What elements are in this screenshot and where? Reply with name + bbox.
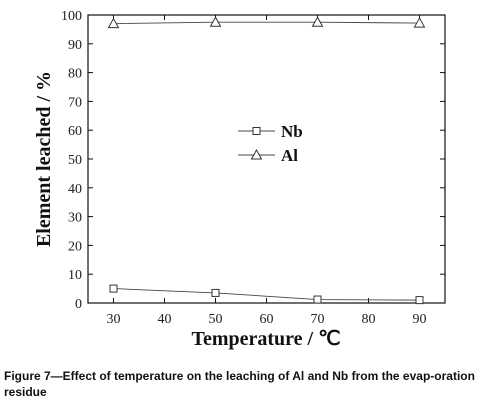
point-nb-70: [313, 295, 322, 304]
y-tick-label-70: 70: [68, 95, 82, 110]
x-tick-label-80: 80: [362, 312, 376, 327]
y-axis-title: Element leached / %: [33, 71, 55, 247]
y-tick-label-100: 100: [61, 9, 82, 24]
point-al-70: [311, 16, 324, 27]
point-al-50: [209, 16, 222, 27]
figure-caption: Figure 7—Effect of temperature on the le…: [4, 369, 475, 399]
legend-marker-al: [250, 148, 263, 160]
x-axis-title: Temperature / ℃: [191, 328, 340, 350]
legend-label-al: Al: [281, 146, 298, 165]
y-tick-label-90: 90: [68, 38, 82, 53]
series-group: [107, 16, 426, 305]
x-tick-label-40: 40: [158, 312, 172, 327]
y-tick-label-10: 10: [68, 268, 82, 283]
y-tick-label-60: 60: [68, 124, 82, 139]
chart: 0 10 20 30 40 50 60 70 80 90 100 30 40 50 60 70 80 90 Nb A…: [33, 9, 446, 350]
y-tick-label-20: 20: [68, 239, 82, 254]
point-nb-30: [109, 284, 118, 293]
legend-label-nb: Nb: [281, 122, 303, 141]
x-tick-label-30: 30: [107, 312, 121, 327]
point-al-90: [413, 17, 426, 28]
point-nb-90: [415, 296, 424, 305]
series-line-al: [113, 21, 420, 25]
x-tick-label-60: 60: [260, 312, 274, 327]
series-line-nb: [113, 288, 420, 301]
plot-frame: [87, 14, 446, 304]
y-tick-label-80: 80: [68, 67, 82, 82]
point-al-30: [107, 17, 120, 29]
y-tick-label-40: 40: [68, 182, 82, 197]
y-tick-label-0: 0: [75, 297, 82, 312]
y-tick-label-50: 50: [68, 153, 82, 168]
x-tick-label-50: 50: [209, 312, 223, 327]
legend-marker-nb: [252, 127, 261, 135]
y-tick-label-30: 30: [68, 211, 82, 226]
legend: Nb Al: [238, 122, 303, 165]
x-tick-label-90: 90: [413, 312, 427, 327]
point-nb-50: [211, 288, 220, 297]
x-tick-label-70: 70: [311, 312, 325, 327]
axis-ticks: 0 10 20 30 40 50 60 70 80 90 100 30 40 50 60 70 80 90: [61, 9, 445, 327]
